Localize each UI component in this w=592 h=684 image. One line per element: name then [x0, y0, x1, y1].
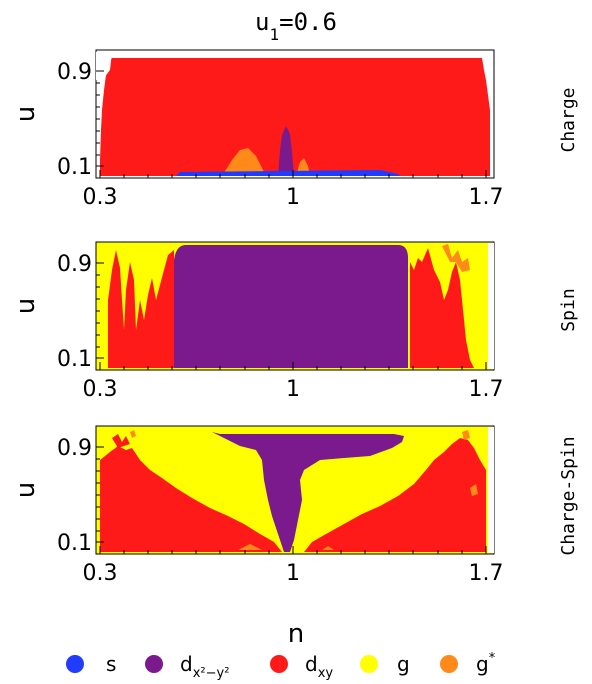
ytick-label: 0.1: [57, 531, 92, 556]
figure-title: u1=0.6: [255, 8, 337, 44]
legend: s dx²−y² dxy g g*: [66, 651, 496, 681]
region-dxy: [100, 58, 490, 176]
ytick-label: 0.9: [57, 60, 92, 85]
xtick-label: 0.3: [83, 185, 118, 210]
y-axis-label: u: [11, 298, 41, 314]
xtick-label: 0.3: [83, 377, 118, 402]
xtick-label: 1: [286, 185, 300, 210]
legend-label: dx²−y²: [180, 652, 229, 681]
y-axis-label: u: [11, 106, 41, 122]
xtick-label: 1.7: [469, 185, 504, 210]
region-gstar: [442, 244, 470, 272]
legend-label: dxy: [305, 652, 333, 681]
legend-marker: [270, 655, 288, 673]
region-empty: [488, 427, 494, 553]
region-dxy: [410, 248, 474, 368]
region-empty: [488, 243, 494, 369]
xtick-label: 1: [286, 377, 300, 402]
panel-label: Charge-Spin: [558, 436, 579, 555]
ytick-label: 0.9: [57, 252, 92, 277]
panel-label: Charge: [558, 87, 579, 152]
legend-label: g: [397, 652, 410, 676]
xtick-label: 1.7: [469, 377, 504, 402]
region-dxy: [112, 434, 130, 448]
xtick-label: 1.7: [469, 561, 504, 586]
region-empty: [96, 52, 112, 80]
region-dx2y2: [278, 126, 294, 176]
region-g: [178, 448, 200, 472]
ytick-label: 0.1: [57, 347, 92, 372]
panel-charge: 0.9 0.1 0.3 1 1.7 u Charge: [11, 49, 579, 210]
legend-item-g: g: [360, 652, 410, 676]
legend-marker: [66, 655, 84, 673]
x-axis-label: n: [288, 619, 304, 649]
legend-item-dxy: dxy: [270, 652, 333, 681]
panel-label: Spin: [558, 288, 579, 331]
y-axis-label: u: [11, 482, 41, 498]
panel-spin: 0.9 0.1 0.3 1 1.7 u Spin: [11, 241, 579, 402]
legend-marker: [440, 655, 458, 673]
ytick-label: 0.9: [57, 436, 92, 461]
legend-marker: [360, 655, 378, 673]
xtick-label: 1: [286, 561, 300, 586]
xtick-label: 0.3: [83, 561, 118, 586]
legend-label: s: [106, 652, 116, 676]
region-s: [176, 170, 400, 176]
region-dx2y2: [174, 245, 408, 368]
panel-charge-spin: 0.9 0.1 0.3 1 1.7 u Charge-Spin: [11, 425, 579, 586]
legend-item-dx2y2: dx²−y²: [145, 652, 229, 681]
region-dxy: [100, 438, 486, 552]
legend-item-s: s: [66, 652, 116, 676]
region-dxy: [108, 250, 174, 368]
region-gstar: [222, 148, 266, 176]
region-dx2y2: [212, 432, 404, 552]
legend-label: g*: [476, 651, 496, 676]
legend-item-gstar: g*: [440, 651, 496, 676]
ytick-label: 0.1: [57, 155, 92, 180]
legend-marker: [145, 655, 163, 673]
